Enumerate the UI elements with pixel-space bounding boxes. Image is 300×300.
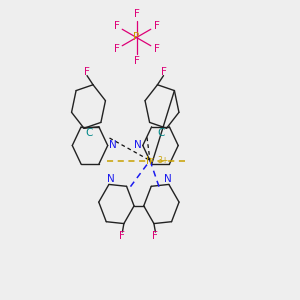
- Text: N: N: [164, 174, 171, 184]
- Text: F: F: [119, 231, 125, 241]
- Text: N: N: [106, 174, 114, 184]
- Text: F: F: [152, 231, 158, 241]
- Text: F: F: [160, 67, 166, 77]
- Text: P: P: [134, 32, 140, 43]
- Text: N: N: [134, 140, 141, 150]
- Text: C: C: [86, 128, 93, 138]
- Text: Ir: Ir: [146, 155, 154, 166]
- Text: F: F: [134, 56, 140, 66]
- Text: F: F: [134, 9, 140, 20]
- Text: C: C: [158, 128, 165, 138]
- Text: F: F: [154, 21, 159, 31]
- Text: 3+: 3+: [157, 156, 168, 165]
- Text: F: F: [84, 67, 90, 77]
- Text: F: F: [114, 21, 119, 31]
- Text: F: F: [114, 44, 119, 54]
- Text: N: N: [109, 140, 117, 150]
- Text: F: F: [154, 44, 159, 54]
